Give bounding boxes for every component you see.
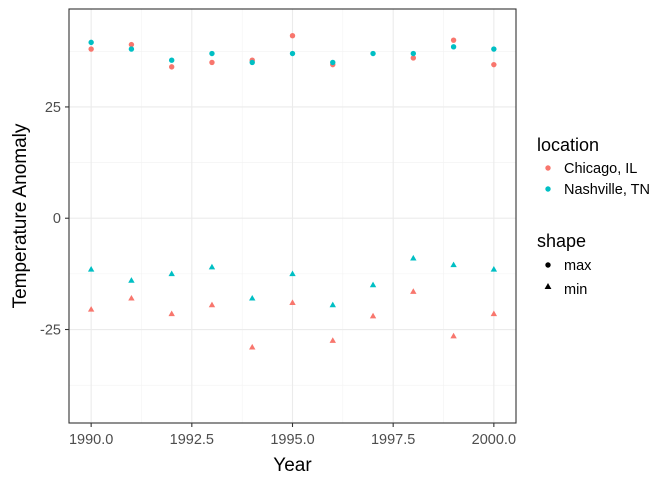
point-max <box>370 50 376 57</box>
data-points <box>87 33 498 350</box>
y-tick-label: 25 <box>45 100 61 116</box>
legend-color-title: location <box>537 135 599 155</box>
point-min <box>289 299 296 306</box>
legend: location Chicago, IL Nashville, TN shape… <box>537 135 650 298</box>
point-max <box>330 59 336 66</box>
point-min <box>329 337 336 343</box>
point-max <box>249 59 255 66</box>
point-min <box>87 266 95 272</box>
x-axis-label: Year <box>273 455 312 476</box>
point-min <box>329 301 336 308</box>
point-min <box>128 294 135 301</box>
point-max <box>289 33 296 39</box>
legend-label-min: min <box>564 282 587 298</box>
point-min <box>289 270 296 277</box>
point-max <box>168 57 175 63</box>
point-max <box>168 64 175 70</box>
point-max <box>88 39 94 46</box>
point-min <box>249 294 256 301</box>
point-min <box>450 332 457 339</box>
point-min <box>410 288 417 294</box>
legend-key-min <box>544 283 552 289</box>
point-min <box>128 277 135 283</box>
point-min <box>369 312 377 319</box>
point-max <box>128 46 135 52</box>
point-min <box>450 261 457 268</box>
legend-label-nashville: Nashville, TN <box>564 182 650 198</box>
point-min <box>87 306 95 312</box>
point-max <box>128 41 135 48</box>
point-max <box>88 46 94 52</box>
point-max <box>289 50 296 57</box>
point-min <box>369 281 377 288</box>
point-min <box>208 301 216 308</box>
point-min <box>208 263 216 270</box>
legend-key-nashville <box>545 186 551 192</box>
y-tick-label: 0 <box>53 211 61 227</box>
y-axis-ticks: -25 0 25 <box>40 100 69 339</box>
point-min <box>168 270 175 277</box>
point-max <box>450 37 457 43</box>
point-max <box>491 46 497 52</box>
y-axis-label: Temperature Anomaly <box>10 123 31 308</box>
legend-label-max: max <box>564 258 592 274</box>
point-max <box>410 55 417 61</box>
legend-label-chicago: Chicago, IL <box>564 161 637 177</box>
x-axis-ticks: 1990.0 1992.5 1995.0 1997.5 2000.0 <box>69 423 516 448</box>
point-max <box>491 61 497 68</box>
x-tick-label: 1995.0 <box>270 432 314 448</box>
point-max <box>209 59 215 66</box>
x-tick-label: 1990.0 <box>69 432 113 448</box>
point-max <box>450 44 457 50</box>
legend-shape-title: shape <box>537 231 586 251</box>
x-tick-label: 1992.5 <box>170 432 214 448</box>
point-min <box>249 343 256 350</box>
y-tick-label: -25 <box>40 323 61 339</box>
point-min <box>168 310 175 317</box>
x-tick-label: 2000.0 <box>472 432 516 448</box>
x-tick-label: 1997.5 <box>371 432 415 448</box>
grid <box>69 9 516 423</box>
point-max <box>209 50 215 57</box>
point-min <box>410 254 417 261</box>
legend-key-max <box>545 262 551 268</box>
legend-key-chicago <box>545 165 551 171</box>
point-min <box>490 266 498 272</box>
point-min <box>490 310 498 317</box>
point-max <box>410 50 417 57</box>
